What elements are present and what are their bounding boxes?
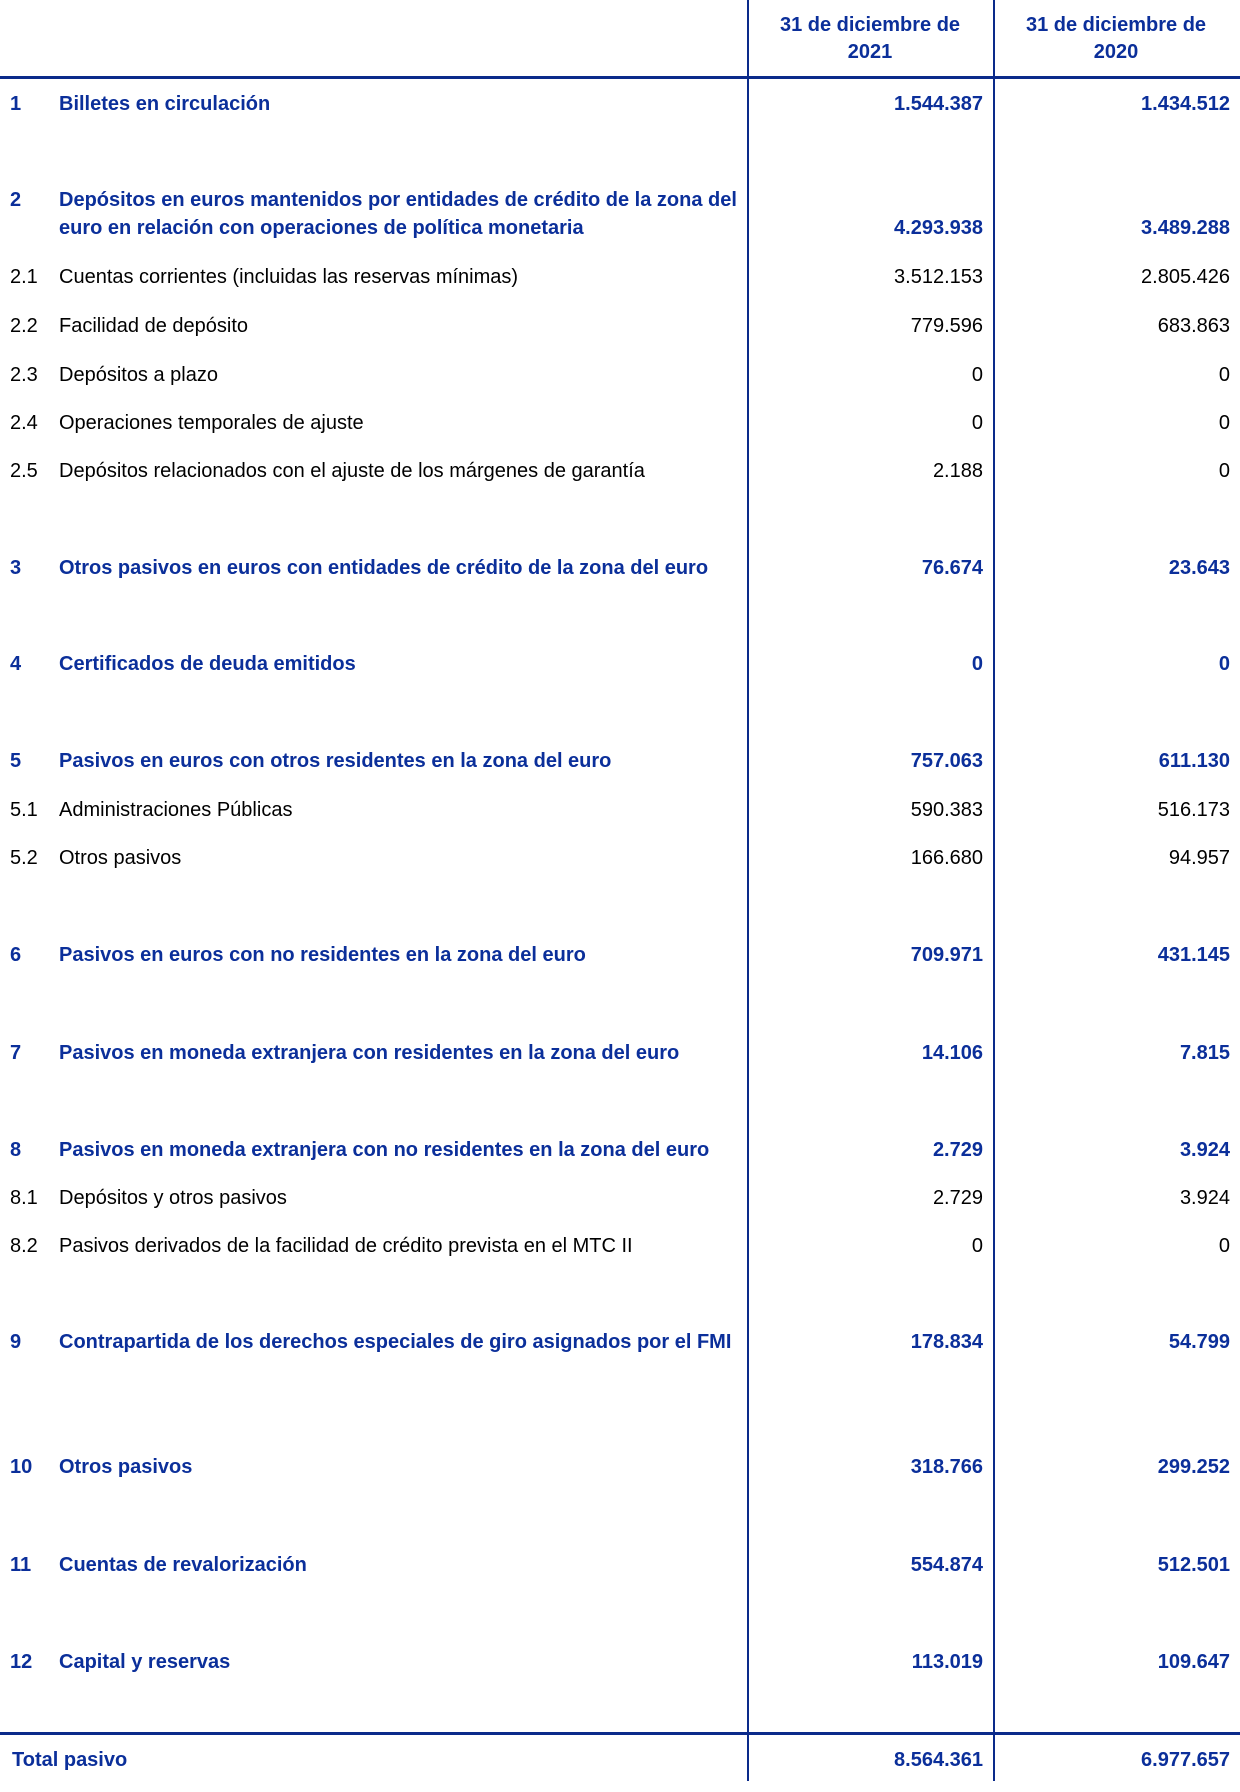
value-2021: 76.674 xyxy=(921,557,983,579)
value-2020: 3.924 xyxy=(1179,1187,1230,1209)
row-label: Otros pasivos xyxy=(59,847,182,869)
value-2020: 512.501 xyxy=(1157,1554,1230,1576)
value-2021: 0 xyxy=(971,364,983,386)
value-2020: 299.252 xyxy=(1157,1456,1230,1478)
row-label: Depósitos relacionados con el ajuste de … xyxy=(59,460,645,482)
row-label: Facilidad de depósito xyxy=(59,315,249,337)
value-2021: 318.766 xyxy=(910,1456,983,1478)
value-2021: 4.293.938 xyxy=(894,217,983,239)
row-number: 5 xyxy=(10,750,22,772)
row-label: Contrapartida de los derechos especiales… xyxy=(59,1331,732,1353)
value-2021: 3.512.153 xyxy=(894,266,983,288)
column-divider-2020 xyxy=(993,0,995,1781)
value-2021: 178.834 xyxy=(910,1331,983,1353)
total-rule xyxy=(0,1732,1240,1735)
row-number: 2 xyxy=(10,189,22,211)
value-2021: 0 xyxy=(971,653,983,675)
value-2020: 431.145 xyxy=(1157,944,1230,966)
value-2021: 757.063 xyxy=(910,750,983,772)
value-2021: 0 xyxy=(971,1235,983,1257)
row-number: 12 xyxy=(10,1651,33,1673)
value-2021: 1.544.387 xyxy=(894,93,983,115)
total-label: Total pasivo xyxy=(12,1749,128,1771)
row-label: Pasivos en moneda extranjera con no resi… xyxy=(59,1139,710,1161)
value-2020: 683.863 xyxy=(1157,315,1230,337)
value-2020: 54.799 xyxy=(1168,1331,1230,1353)
row-number: 9 xyxy=(10,1331,22,1353)
column-header-2021: 31 de diciembre de 2021 xyxy=(779,14,961,63)
value-2020: 109.647 xyxy=(1157,1651,1230,1673)
row-label: Otros pasivos en euros con entidades de … xyxy=(59,557,709,579)
value-2020: 7.815 xyxy=(1179,1042,1230,1064)
row-label: Cuentas de revalorización xyxy=(59,1554,307,1576)
row-label: Certificados de deuda emitidos xyxy=(59,653,356,675)
row-label: Cuentas corrientes (incluidas las reserv… xyxy=(59,266,519,288)
total-2021: 8.564.361 xyxy=(894,1749,983,1771)
row-label: Depósitos en euros mantenidos por entida… xyxy=(59,189,737,239)
row-label: Billetes en circulación xyxy=(59,93,271,115)
value-2020: 23.643 xyxy=(1168,557,1230,579)
value-2020: 516.173 xyxy=(1157,799,1230,821)
row-label: Depósitos y otros pasivos xyxy=(59,1187,287,1209)
row-number: 3 xyxy=(10,557,22,579)
row-number: 2.3 xyxy=(10,364,38,386)
column-header-2020: 31 de diciembre de 2020 xyxy=(1025,14,1207,63)
row-label: Otros pasivos xyxy=(59,1456,193,1478)
value-2020: 2.805.426 xyxy=(1141,266,1230,288)
row-number: 4 xyxy=(10,653,22,675)
value-2020: 611.130 xyxy=(1158,750,1230,772)
row-number: 11 xyxy=(10,1554,32,1576)
row-number: 8.1 xyxy=(10,1187,38,1209)
value-2020: 0 xyxy=(1218,1235,1230,1257)
row-number: 8 xyxy=(10,1139,22,1161)
row-number: 2.4 xyxy=(10,412,38,434)
row-number: 7 xyxy=(10,1042,22,1064)
value-2021: 709.971 xyxy=(910,944,983,966)
row-label: Pasivos derivados de la facilidad de cré… xyxy=(59,1235,633,1257)
header-rule xyxy=(0,76,1240,79)
value-2020: 94.957 xyxy=(1168,847,1230,869)
row-number: 2.5 xyxy=(10,460,38,482)
value-2021: 779.596 xyxy=(910,315,983,337)
row-label: Administraciones Públicas xyxy=(59,799,293,821)
value-2021: 113.019 xyxy=(911,1651,983,1673)
row-label: Operaciones temporales de ajuste xyxy=(59,412,364,434)
value-2021: 2.729 xyxy=(932,1139,983,1161)
row-number: 1 xyxy=(10,93,22,115)
value-2021: 2.729 xyxy=(932,1187,983,1209)
value-2021: 166.680 xyxy=(910,847,983,869)
value-2020: 1.434.512 xyxy=(1141,93,1230,115)
value-2020: 3.489.288 xyxy=(1141,217,1230,239)
row-label: Pasivos en euros con otros residentes en… xyxy=(59,750,612,772)
total-2020: 6.977.657 xyxy=(1141,1749,1230,1771)
row-number: 5.1 xyxy=(10,799,38,821)
value-2020: 0 xyxy=(1218,460,1230,482)
value-2020: 0 xyxy=(1218,412,1230,434)
row-number: 2.1 xyxy=(10,266,38,288)
value-2021: 590.383 xyxy=(910,799,983,821)
row-number: 8.2 xyxy=(10,1235,38,1257)
row-number: 10 xyxy=(10,1456,33,1478)
value-2021: 14.106 xyxy=(921,1042,983,1064)
row-label: Pasivos en moneda extranjera con residen… xyxy=(59,1042,680,1064)
row-label: Capital y reservas xyxy=(59,1651,231,1673)
value-2020: 3.924 xyxy=(1179,1139,1230,1161)
row-number: 6 xyxy=(10,944,22,966)
column-divider-2021 xyxy=(747,0,749,1781)
row-number: 5.2 xyxy=(10,847,38,869)
value-2021: 2.188 xyxy=(932,460,983,482)
value-2020: 0 xyxy=(1218,653,1230,675)
value-2021: 0 xyxy=(971,412,983,434)
row-number: 2.2 xyxy=(10,315,38,337)
value-2021: 554.874 xyxy=(910,1554,983,1576)
value-2020: 0 xyxy=(1218,364,1230,386)
row-label: Depósitos a plazo xyxy=(59,364,218,386)
row-label: Pasivos en euros con no residentes en la… xyxy=(59,944,586,966)
